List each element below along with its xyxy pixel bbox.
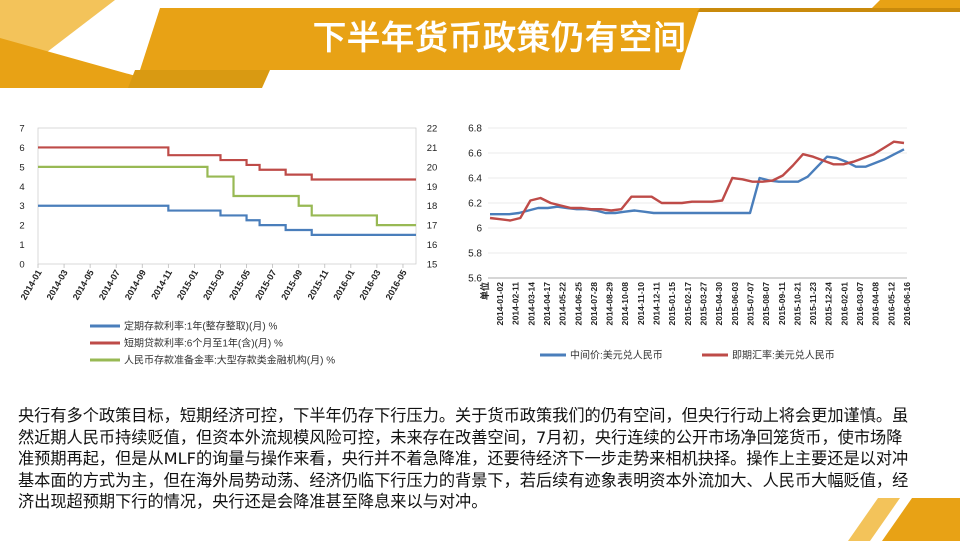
y-right-tick-label: 18 [427, 201, 438, 212]
x-tick-label: 2014-04-17 [542, 282, 552, 326]
y-left-tick-label: 2 [19, 221, 24, 232]
y-tick-label: 6.8 [468, 124, 482, 135]
x-tick-label: 2015-01 [175, 268, 200, 302]
x-tick-label: 2014-09 [123, 268, 148, 302]
banner-shape [140, 8, 700, 70]
x-tick-label: 2014-03 [45, 268, 70, 302]
x-tick-label: 2014-01-02 [495, 282, 505, 326]
x-tick-label: 2015-04-30 [714, 282, 724, 326]
legend-label-2: 即期汇率:美元兑人民币 [732, 349, 835, 362]
x-tick-label: 2016-03-07 [855, 282, 865, 326]
y-left-tick-label: 6 [19, 143, 24, 154]
banner-right-line [697, 8, 960, 12]
x-tick-label: 2014-11-10 [636, 282, 646, 325]
x-tick-label: 2014-12-11 [652, 282, 662, 325]
corner-stripe-light [848, 498, 900, 541]
x-tick-label: 2014-05-22 [558, 282, 568, 326]
title-banner [0, 0, 960, 88]
y-right-tick-label: 16 [427, 240, 438, 251]
legend-label-1: 定期存款利率:1年(整存整取)(月) % [124, 320, 277, 333]
x-tick-label: 2015-05 [227, 268, 252, 302]
x-tick-label: 2014-07 [97, 268, 122, 302]
x-tick-label: 2014-11 [149, 268, 174, 301]
y-left-tick-label: 3 [19, 201, 24, 212]
slide-title: 下半年货币政策仍有空间 [313, 18, 687, 57]
x-tick-label: 2014-10-08 [620, 282, 630, 326]
y-right-tick-label: 20 [427, 162, 438, 173]
x-tick-label: 2016-06-16 [902, 282, 912, 326]
legend-label-3: 人民币存款准备金率:大型存款类金融机构(月) % [124, 354, 335, 367]
x-tick-label: 2014-08-29 [605, 282, 615, 326]
x-tick-label: 2014-03-14 [526, 282, 536, 326]
x-tick-label: 2014-06-25 [573, 282, 583, 326]
y-left-tick-label: 5 [19, 162, 24, 173]
y-tick-label: 6 [476, 224, 482, 235]
corner-stripe-dark [882, 498, 960, 541]
y-left-tick-label: 1 [19, 240, 24, 251]
y-tick-label: 6.6 [468, 149, 482, 160]
x-tick-label: 2016-04-08 [871, 282, 881, 326]
y-unit-label: 单位 [479, 282, 490, 300]
x-tick-label: 2014-07-28 [589, 282, 599, 326]
x-tick-label: 2015-03-27 [699, 282, 709, 326]
x-tick-label: 2014-02-11 [511, 282, 521, 325]
exchange-rate-chart: 5.6 5.8 6 6.2 6.4 6.6 6.8 单位 2014-01-02 2014-02-1… [468, 124, 912, 362]
y-right-tick-label: 17 [427, 221, 438, 232]
slide-body-text: 央行有多个政策目标，短期经济可控，下半年仍存下行压力。关于货币政策我们的仍有空间… [18, 406, 909, 511]
x-tick-label: 2016-01 [331, 268, 356, 302]
x-tick-label: 2014-05 [71, 268, 96, 302]
series-line-2 [489, 140, 905, 222]
banner-left-wedge-dark [0, 38, 150, 88]
x-tick-label: 2015-06-03 [730, 282, 740, 326]
y-left-tick-label: 7 [19, 124, 24, 135]
y-right-tick-label: 21 [427, 143, 438, 154]
legend-label-2: 短期贷款利率:6个月至1年(含)(月) % [124, 337, 283, 350]
x-tick-label: 2015-10-21 [792, 282, 802, 326]
x-tick-label: 2015-02-17 [683, 282, 693, 326]
y-tick-label: 5.6 [468, 274, 482, 285]
series-line-1 [490, 148, 905, 216]
y-left-tick-label: 0 [19, 260, 24, 271]
y-right-tick-label: 15 [427, 260, 438, 271]
corner-decoration [848, 498, 960, 541]
x-tick-label: 2014-01 [19, 268, 44, 302]
legend-label-1: 中间价:美元兑人民币 [570, 349, 663, 362]
x-tick-label: 2015-09 [279, 268, 304, 302]
x-tick-label: 2016-05-12 [886, 282, 896, 326]
y-tick-label: 6.4 [468, 174, 482, 185]
series-line-2 [38, 146, 416, 181]
y-tick-label: 5.8 [468, 249, 482, 260]
x-tick-label: 2016-05 [384, 268, 409, 302]
x-tick-label: 2016-02-01 [839, 282, 849, 326]
x-tick-label: 2015-03 [201, 268, 226, 302]
x-tick-label: 2015-08-07 [761, 282, 771, 326]
banner-right-tab [872, 0, 960, 8]
y-tick-label: 6.2 [468, 199, 482, 210]
banner-corner-accent [128, 70, 270, 88]
x-tick-label: 2015-07-07 [745, 282, 755, 326]
x-tick-label: 2015-12-24 [824, 282, 834, 326]
x-tick-label: 2015-11 [306, 268, 331, 301]
y-left-tick-label: 4 [19, 182, 24, 193]
x-tick-label: 2015-11-23 [808, 282, 818, 325]
x-tick-label: 2015-01-15 [667, 282, 677, 326]
x-tick-label: 2016-03 [357, 268, 382, 302]
series-line-3 [38, 165, 416, 227]
x-tick-label: 2015-07 [253, 268, 278, 302]
series-line-1 [38, 204, 416, 236]
x-tick-label: 2015-09-11 [777, 282, 787, 325]
y-right-tick-label: 22 [427, 124, 438, 135]
plot-frame [37, 127, 417, 265]
y-right-tick-label: 19 [427, 182, 438, 193]
